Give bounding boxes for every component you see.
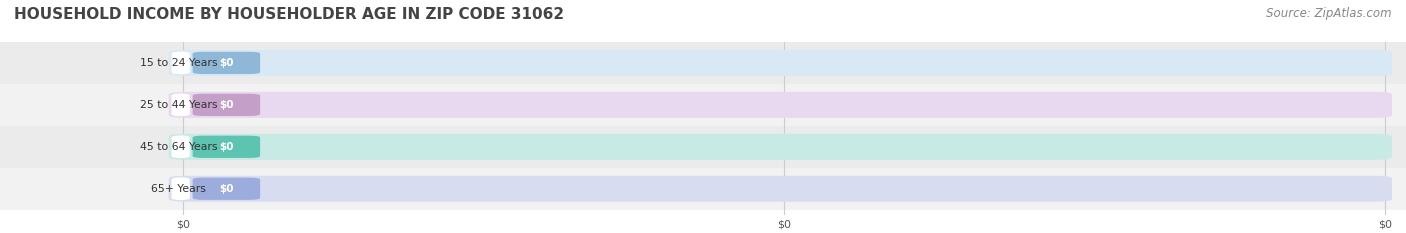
Text: HOUSEHOLD INCOME BY HOUSEHOLDER AGE IN ZIP CODE 31062: HOUSEHOLD INCOME BY HOUSEHOLDER AGE IN Z… bbox=[14, 7, 564, 22]
FancyBboxPatch shape bbox=[0, 84, 1406, 126]
Text: $0: $0 bbox=[219, 100, 233, 110]
FancyBboxPatch shape bbox=[169, 50, 1392, 76]
FancyBboxPatch shape bbox=[0, 42, 1406, 84]
Text: $0: $0 bbox=[219, 58, 233, 68]
FancyBboxPatch shape bbox=[172, 135, 190, 158]
FancyBboxPatch shape bbox=[172, 93, 190, 116]
Text: $0: $0 bbox=[219, 142, 233, 152]
Text: $0: $0 bbox=[219, 184, 233, 194]
FancyBboxPatch shape bbox=[193, 136, 260, 158]
FancyBboxPatch shape bbox=[0, 168, 1406, 210]
Text: 65+ Years: 65+ Years bbox=[150, 184, 205, 194]
Text: $0: $0 bbox=[778, 219, 790, 229]
Text: Source: ZipAtlas.com: Source: ZipAtlas.com bbox=[1267, 7, 1392, 20]
Text: 25 to 44 Years: 25 to 44 Years bbox=[139, 100, 218, 110]
FancyBboxPatch shape bbox=[169, 92, 1392, 118]
Text: 15 to 24 Years: 15 to 24 Years bbox=[139, 58, 218, 68]
FancyBboxPatch shape bbox=[193, 94, 260, 116]
FancyBboxPatch shape bbox=[0, 126, 1406, 168]
FancyBboxPatch shape bbox=[193, 52, 260, 74]
FancyBboxPatch shape bbox=[169, 134, 1392, 160]
FancyBboxPatch shape bbox=[172, 51, 190, 75]
FancyBboxPatch shape bbox=[193, 178, 260, 200]
FancyBboxPatch shape bbox=[172, 177, 190, 200]
Text: 45 to 64 Years: 45 to 64 Years bbox=[139, 142, 218, 152]
FancyBboxPatch shape bbox=[169, 176, 1392, 202]
Text: $0: $0 bbox=[176, 219, 190, 229]
Text: $0: $0 bbox=[1378, 219, 1392, 229]
